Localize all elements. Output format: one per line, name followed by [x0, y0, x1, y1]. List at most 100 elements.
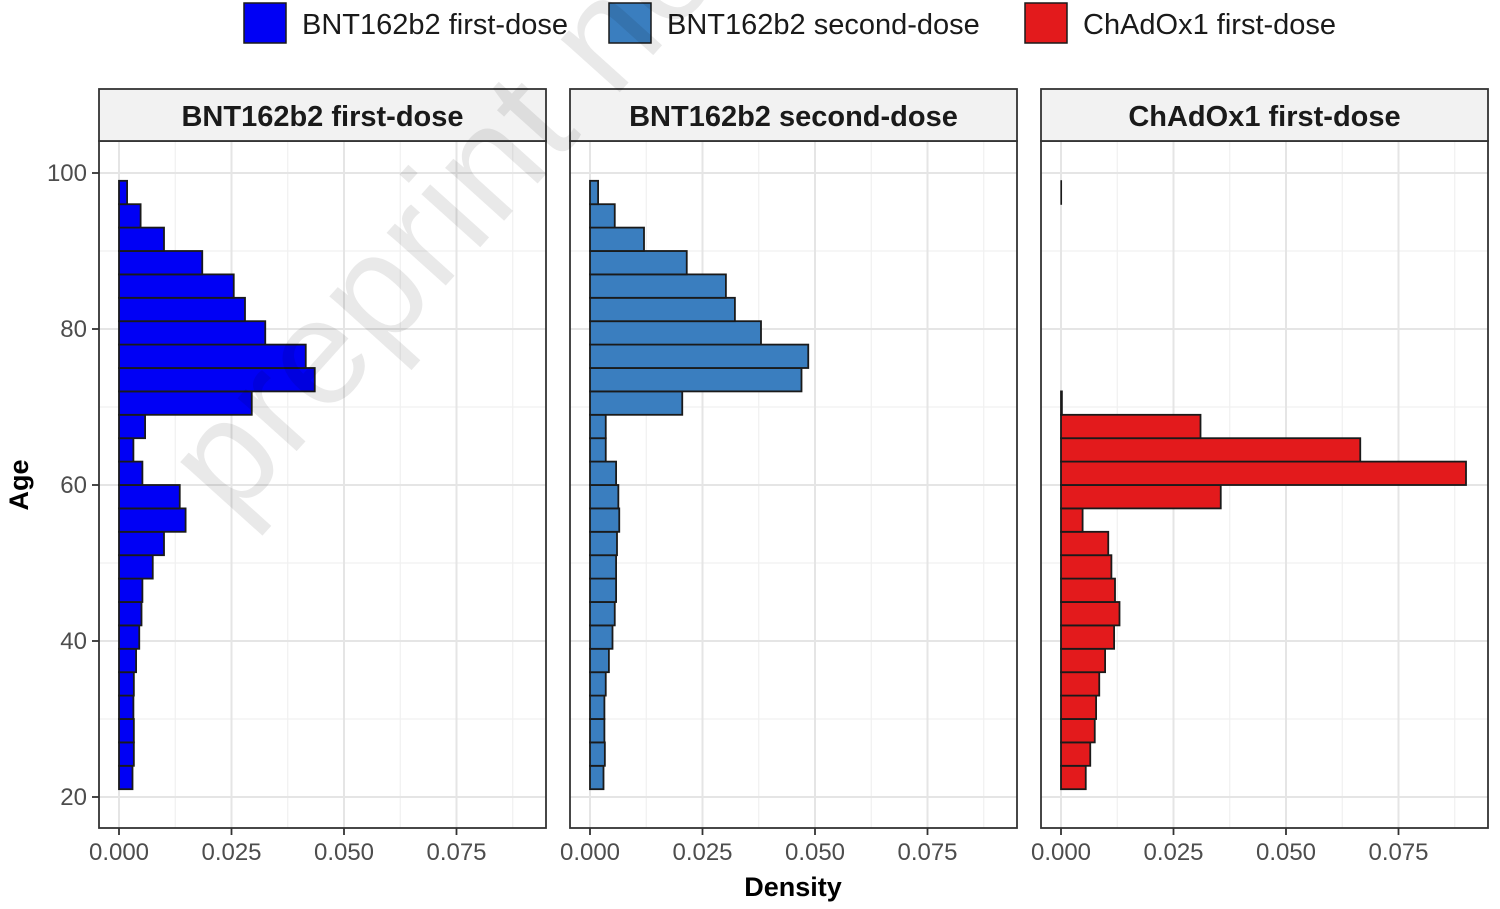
- histogram-bar: [118, 554, 154, 580]
- histogram-bar: [589, 554, 618, 580]
- x-tick-label: 0.075: [897, 839, 957, 866]
- legend-item: BNT162b2 first-dose: [243, 2, 568, 44]
- histogram-bar: [1060, 554, 1113, 580]
- histogram-bar: [1060, 764, 1087, 791]
- legend-label: BNT162b2 first-dose: [302, 9, 568, 41]
- histogram-bar: [1060, 484, 1222, 510]
- histogram-bar: [118, 647, 138, 674]
- facet-strip-label: BNT162b2 second-dose: [629, 101, 958, 133]
- histogram-bar: [1060, 718, 1096, 744]
- histogram-bar: [589, 764, 605, 791]
- histogram-bar: [589, 437, 607, 463]
- histogram-bar: [1060, 390, 1063, 416]
- histogram-bar: [118, 250, 204, 276]
- histogram-bar: [1060, 624, 1115, 650]
- histogram-bar: [589, 250, 688, 276]
- histogram-bar: [118, 671, 135, 697]
- histogram-bar: [118, 320, 267, 346]
- histogram-bar: [118, 390, 253, 416]
- histogram-bar: [589, 507, 621, 533]
- facet-panel: ChAdOx1 first-dose 0.000 0.025 0.050 0.075: [1031, 88, 1489, 866]
- histogram-bar: [589, 203, 616, 229]
- x-tick-label: 0.075: [426, 839, 486, 866]
- histogram-bar: [589, 390, 684, 416]
- histogram-bar: [1060, 601, 1121, 627]
- legend-item: ChAdOx1 first-dose: [1024, 2, 1336, 44]
- x-tick-label: 0.025: [1143, 839, 1203, 866]
- histogram-bar: [118, 764, 134, 791]
- histogram-bar: [118, 741, 135, 767]
- legend-label: BNT162b2 second-dose: [667, 9, 980, 41]
- histogram-bar: [589, 296, 736, 323]
- x-axis-title: Density: [744, 872, 842, 902]
- histogram-bar: [589, 601, 616, 627]
- legend-swatch: [243, 2, 287, 44]
- x-tick-label: 0.000: [1031, 839, 1091, 866]
- histogram-bar: [589, 367, 803, 393]
- histogram-bar: [1060, 507, 1084, 533]
- y-tick-label: 40: [60, 628, 87, 655]
- y-tick-label: 20: [60, 784, 87, 811]
- histogram-bar: [118, 507, 187, 533]
- facet-strip: [1040, 88, 1489, 142]
- histogram-bar: [589, 671, 607, 697]
- histogram-bar: [1060, 437, 1362, 463]
- histogram-bar: [118, 577, 144, 603]
- histogram-bar: [118, 343, 307, 369]
- histogram-bar: [589, 413, 607, 440]
- x-tick-label: 0.000: [560, 839, 620, 866]
- histogram-bar: [589, 647, 610, 674]
- histogram-bar: [1060, 647, 1106, 674]
- histogram-bar: [118, 179, 129, 206]
- histogram-bar: [118, 484, 181, 510]
- histogram-bar: [1060, 671, 1101, 697]
- y-axis-title: Age: [4, 459, 34, 510]
- histogram-bar: [118, 601, 143, 627]
- y-tick-label: 80: [60, 316, 87, 343]
- legend-swatch: [1024, 2, 1068, 44]
- histogram-bar: [1060, 460, 1467, 486]
- histogram-bar: [1060, 741, 1092, 767]
- histogram-bar: [118, 624, 141, 650]
- histogram-bar: [118, 437, 135, 463]
- histogram-bar: [589, 484, 620, 510]
- facet-panels: BNT162b2 first-dose 0.000 0.025 0.050 0.075 2…: [47, 88, 1489, 866]
- histogram-bar: [589, 460, 618, 486]
- histogram-bar: [589, 320, 762, 346]
- histogram-bar: [118, 460, 144, 486]
- legend-swatch: [608, 2, 652, 44]
- histogram-bar: [118, 296, 246, 323]
- legend-label: ChAdOx1 first-dose: [1083, 9, 1336, 41]
- histogram-bar: [118, 226, 165, 252]
- histogram-bar: [589, 343, 810, 369]
- x-tick-label: 0.050: [314, 839, 374, 866]
- histogram-bar: [589, 694, 606, 720]
- x-tick-label: 0.050: [785, 839, 845, 866]
- facet-strip-label: BNT162b2 first-dose: [181, 101, 463, 133]
- histogram-bar: [1060, 530, 1110, 557]
- histogram-bar: [589, 530, 618, 557]
- histogram-bar: [589, 226, 645, 252]
- x-tick-label: 0.000: [89, 839, 149, 866]
- y-tick-label: 100: [47, 160, 87, 187]
- histogram-bar: [118, 413, 147, 440]
- histogram-bar: [589, 624, 614, 650]
- histogram-bar: [118, 273, 235, 299]
- histogram-bar: [118, 530, 165, 557]
- histogram-bar: [118, 694, 135, 720]
- histogram-bar: [1060, 413, 1202, 440]
- facet-strip: [569, 88, 1018, 142]
- x-tick-label: 0.050: [1256, 839, 1316, 866]
- y-tick-label: 60: [60, 472, 87, 499]
- histogram-bar: [118, 367, 316, 393]
- histogram-bar: [589, 273, 727, 299]
- histogram-bar: [589, 741, 606, 767]
- x-tick-label: 0.025: [201, 839, 261, 866]
- histogram-bar: [589, 718, 606, 744]
- histogram-bar: [589, 577, 618, 603]
- legend: BNT162b2 first-dose BNT162b2 second-dose C…: [243, 2, 1336, 44]
- facet-strip: [98, 88, 547, 142]
- histogram-bar: [118, 718, 135, 744]
- facet-strip-label: ChAdOx1 first-dose: [1128, 101, 1400, 133]
